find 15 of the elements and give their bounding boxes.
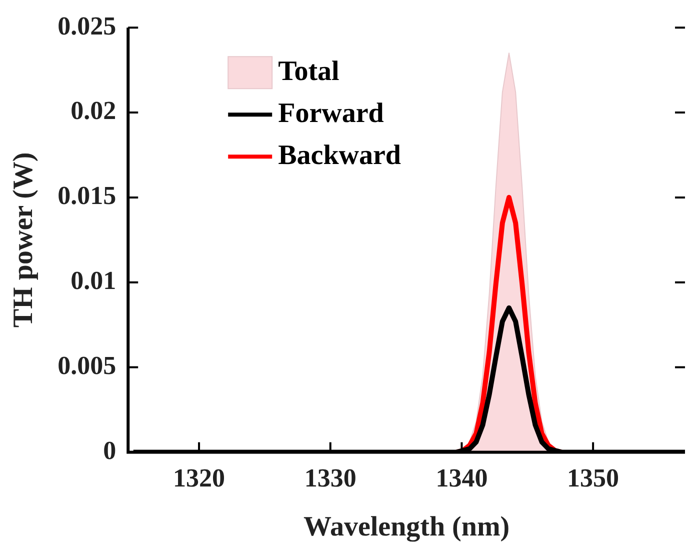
- x-tick-label: 1350: [567, 464, 620, 493]
- legend-label: Total: [278, 56, 340, 87]
- y-tick-label: 0: [103, 436, 116, 465]
- legend-label: Forward: [278, 98, 384, 129]
- x-axis-title: Wavelength (nm): [303, 511, 510, 542]
- x-tick-label: 1320: [173, 464, 226, 493]
- y-tick-label: 0.02: [70, 96, 116, 126]
- legend-label: Backward: [278, 140, 402, 171]
- x-tick-label: 1330: [304, 464, 356, 493]
- x-tick-label: 1340: [436, 464, 488, 493]
- y-axis-title: TH power (W): [8, 152, 40, 328]
- y-tick-label: 0.005: [58, 351, 116, 380]
- y-tick-label: 0.025: [58, 11, 116, 40]
- y-tick-label: 0.01: [70, 266, 116, 296]
- y-tick-label: 0.015: [58, 181, 116, 210]
